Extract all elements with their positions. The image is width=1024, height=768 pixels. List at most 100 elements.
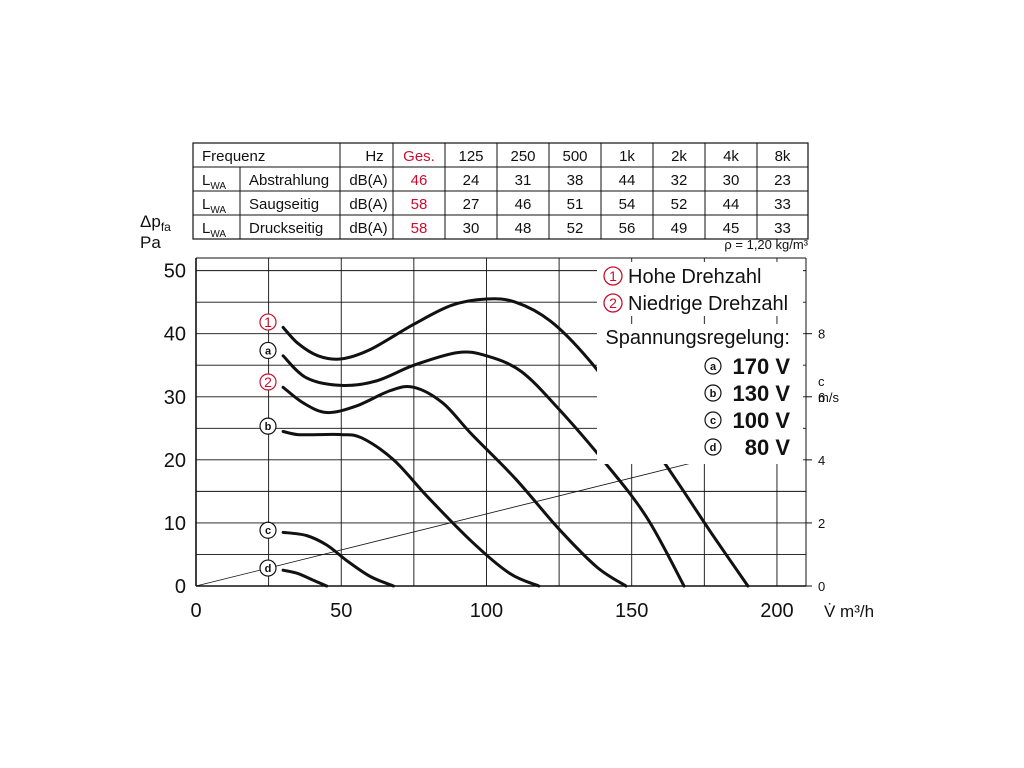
table-cell-value: 56 — [619, 220, 636, 237]
table-cell-value: 58 — [411, 220, 428, 237]
x-tick-label: 200 — [760, 600, 793, 622]
x-axis-label: V̇ m³/h — [824, 602, 874, 621]
curve-marker-label: b — [265, 421, 272, 433]
table-cell-value: 24 — [463, 172, 480, 189]
table-cell-value: 44 — [723, 196, 740, 213]
right-axis-unit: m/s — [818, 390, 839, 405]
curve-marker-badge — [259, 417, 277, 435]
table-cell-value: 52 — [671, 196, 688, 213]
fan-curve-② — [281, 384, 628, 588]
legend-badge-d — [704, 438, 722, 456]
table-row-symbol: LWA — [202, 220, 226, 240]
curve-marker-label: a — [265, 345, 272, 357]
right-axis-tick-label: 4 — [818, 453, 825, 468]
legend-badge-a — [704, 357, 722, 375]
legend-voltage-label: 100 V — [733, 408, 791, 433]
curve-marker-label: d — [265, 563, 272, 575]
legend-background — [597, 262, 803, 316]
table-cell-value: 31 — [515, 172, 532, 189]
legend-high-label: Hohe Drehzahl — [628, 266, 761, 288]
table-row-unit: dB(A) — [349, 196, 387, 213]
y-tick-label: 20 — [164, 450, 186, 472]
fan-curve-b — [281, 430, 541, 588]
curve-marker-label: 1 — [264, 314, 272, 330]
table-header-1k: 1k — [619, 148, 635, 165]
table-header-frequenz: Frequenz — [202, 148, 265, 165]
table-cell-value: 54 — [619, 196, 636, 213]
table-header-hz: Hz — [365, 148, 383, 165]
fan-curve-c — [281, 530, 395, 588]
right-axis-tick-label: 8 — [818, 327, 825, 342]
table-row-symbol: LWA — [202, 172, 226, 192]
right-axis-tick-label: 0 — [818, 579, 825, 594]
legend-badge-b — [704, 384, 722, 402]
table-header-4k: 4k — [723, 148, 739, 165]
table-header-8k: 8k — [775, 148, 791, 165]
legend-title: Spannungsregelung: — [605, 327, 790, 349]
curve-marker-label: 2 — [264, 374, 272, 390]
table-row-name: Abstrahlung — [249, 172, 329, 189]
legend-voltage-label: 80 V — [745, 435, 791, 460]
table-cell-value: 33 — [774, 220, 791, 237]
table-header-250: 250 — [510, 148, 535, 165]
legend-low-label: Niedrige Drehzahl — [628, 293, 788, 315]
table-cell-value: 52 — [567, 220, 584, 237]
legend-voltage-label: 130 V — [733, 381, 791, 406]
table-cell-value: 46 — [411, 172, 428, 189]
table-cell-value: 30 — [723, 172, 740, 189]
legend-badge-letter: c — [710, 415, 716, 427]
y-axis-label: Δpfa — [140, 212, 171, 234]
density-note: ρ = 1,20 kg/m³ — [724, 237, 808, 252]
table-cell-value: 48 — [515, 220, 532, 237]
chart-series: 1 a 2 b c d — [195, 297, 750, 588]
table-row-unit: dB(A) — [349, 172, 387, 189]
curve-marker-circle — [259, 313, 277, 331]
legend-badge-c — [704, 411, 722, 429]
table-cell-value: 30 — [463, 220, 480, 237]
right-axis-tick-label: 2 — [818, 516, 825, 531]
curve-marker-circle — [259, 373, 277, 391]
table-row-name: Saugseitig — [249, 196, 319, 213]
legend-badge-letter: b — [710, 388, 717, 400]
legend-background — [597, 324, 803, 464]
table-cell-value: 32 — [671, 172, 688, 189]
fan-curve-d — [281, 568, 329, 588]
curve-marker-badge — [259, 521, 277, 539]
table-cell-value: 33 — [774, 196, 791, 213]
sound-level-table: Frequenz Hz Ges. 125 250 500 1k 2k 4k 8k LWA Abstra… — [192, 142, 809, 252]
legend-marker-low-number: 2 — [609, 295, 617, 311]
legend-badge-letter: d — [710, 442, 717, 454]
y-tick-label: 0 — [175, 576, 186, 598]
curve-marker-badge — [259, 559, 277, 577]
table-cell-value: 44 — [619, 172, 636, 189]
legend-marker-low — [603, 293, 623, 313]
table-cell-value: 23 — [774, 172, 791, 189]
right-axis-label: c — [818, 374, 825, 389]
table-header-2k: 2k — [671, 148, 687, 165]
x-tick-label: 150 — [615, 600, 648, 622]
y-tick-label: 50 — [164, 261, 186, 283]
x-tick-label: 100 — [470, 600, 503, 622]
table-cell-value: 45 — [723, 220, 740, 237]
table-row-symbol: LWA — [202, 196, 226, 216]
legend-badge-letter: a — [710, 361, 717, 373]
right-axis-tick-label: 6 — [818, 390, 825, 405]
y-tick-label: 30 — [164, 387, 186, 409]
table-cell-value: 49 — [671, 220, 688, 237]
curve-marker-badge — [259, 341, 277, 360]
y-tick-label: 40 — [164, 324, 186, 346]
table-header-500: 500 — [562, 148, 587, 165]
fan-curve-a — [281, 350, 686, 588]
table-cell-value: 46 — [515, 196, 532, 213]
table-header-125: 125 — [458, 148, 483, 165]
y-axis-unit: Pa — [140, 233, 161, 252]
chart-legend: 1 Hohe Drehzahl 2 Niedrige Drehzahl Spannung… — [597, 262, 803, 464]
table-cell-value: 38 — [567, 172, 584, 189]
table-cell-value: 51 — [567, 196, 584, 213]
table-row-name: Druckseitig — [249, 220, 323, 237]
table-row-unit: dB(A) — [349, 220, 387, 237]
curve-marker-label: c — [265, 525, 271, 537]
table-cell-value: 58 — [411, 196, 428, 213]
legend-marker-high-number: 1 — [609, 268, 617, 284]
